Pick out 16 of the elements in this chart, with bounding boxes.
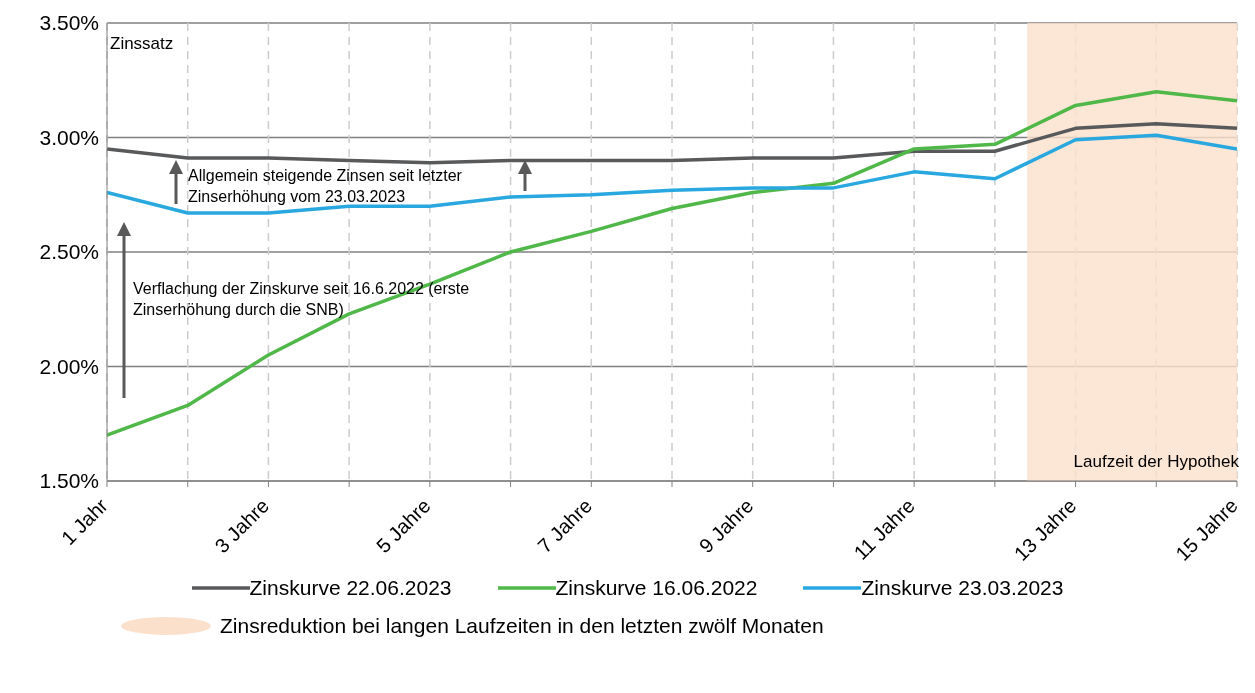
line-series [107, 89, 1237, 437]
y-axis-title: Zinssatz [110, 34, 174, 54]
legend-label: Zinskurve 22.06.2023 [249, 576, 452, 600]
line-series [107, 133, 1237, 215]
y-tick-label: 2.00% [39, 354, 99, 378]
legend-label: Zinsreduktion bei langen Laufzeiten in den letzten zwölf Monaten [220, 614, 824, 638]
x-tick-label: 1 Jahr [56, 494, 113, 550]
legend-label: Zinskurve 23.03.2023 [861, 576, 1064, 600]
x-axis-title: Laufzeit der Hypothek [1073, 452, 1239, 472]
y-tick-label: 1.50% [39, 469, 99, 493]
line-series [107, 122, 1237, 165]
y-tick-label: 3.00% [39, 125, 99, 149]
annotation: Allgemein steigende Zinsen seit letzter Zinserhöhung vom 23.03.2023 [188, 166, 463, 207]
y-tick-label: 3.50% [39, 11, 99, 35]
legend-label: Zinskurve 16.06.2022 [555, 576, 758, 600]
y-tick-label: 2.50% [39, 240, 99, 264]
